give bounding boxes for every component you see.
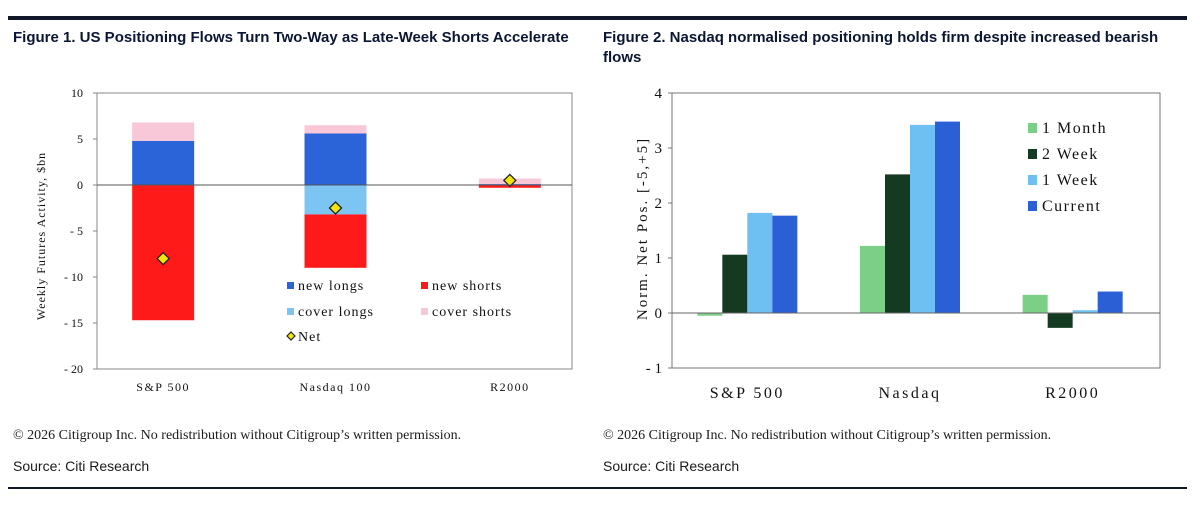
x-tick-label: R2000: [490, 380, 530, 394]
bar-cover-shorts-s-p-500: [132, 122, 195, 141]
legend-label-new-shorts: new shorts: [432, 279, 502, 294]
legend-swatch-current: [1028, 201, 1037, 211]
x-tick-label: Nasdaq 100: [300, 380, 372, 394]
legend-label-cover-shorts: cover shorts: [432, 305, 512, 320]
bar-current-nasdaq: [935, 121, 960, 313]
bar-current-r2000: [1097, 291, 1123, 313]
legend-label-1-week: 1 Week: [1042, 172, 1099, 189]
legend-swatch-2-week: [1028, 149, 1037, 159]
plot-area: [671, 92, 1161, 369]
bar-1-month-r2000: [1022, 294, 1048, 313]
bar-1-week-s-p-500: [747, 212, 773, 313]
bar-1-month-s-p-500: [697, 313, 723, 316]
bar-1-week-nasdaq: [910, 124, 935, 314]
bar-cover-shorts-nasdaq-100: [304, 125, 367, 134]
figure-2-title: Figure 2. Nasdaq normalised positioning …: [603, 29, 1159, 66]
figure-1-copyright: © 2026 Citigroup Inc. No redistribution …: [13, 428, 462, 443]
y-tick-label: - 20: [64, 362, 83, 376]
x-tick-label: Nasdaq: [879, 385, 942, 402]
legend-label-net: Net: [298, 330, 321, 345]
y-tick-label: - 10: [64, 270, 83, 284]
bottom-rule: [8, 487, 1187, 489]
y-axis-label: Weekly Futures Activity, $bn: [34, 152, 48, 320]
y-axis-label: Norm. Net Pos. [-5,+5]: [635, 137, 651, 320]
bar-1-week-r2000: [1072, 310, 1098, 313]
legend-swatch-1-month: [1028, 123, 1037, 133]
bar-2-week-s-p-500: [722, 254, 748, 313]
net-marker-r2000: [502, 173, 517, 188]
y-tick-label: 3: [655, 141, 663, 157]
x-tick-label: R2000: [1045, 385, 1100, 402]
bar-2-week-nasdaq: [885, 174, 910, 313]
legend-label-cover-longs: cover longs: [298, 305, 374, 320]
y-tick-label: 2: [655, 196, 663, 212]
y-tick-label: - 1: [646, 361, 662, 377]
figure-1-source: Source: Citi Research: [13, 458, 150, 474]
legend-label-current: Current: [1042, 198, 1101, 215]
legend-swatch-cover-shorts: [421, 308, 428, 315]
net-marker-nasdaq-100: [328, 201, 343, 215]
bar-1-month-nasdaq: [860, 245, 885, 313]
bar-new-longs-s-p-500: [132, 140, 195, 185]
figure-2-source: Source: Citi Research: [603, 458, 740, 474]
y-tick-label: 5: [77, 132, 83, 146]
bar-2-week-r2000: [1047, 313, 1073, 328]
y-tick-label: - 15: [64, 316, 83, 330]
figure-1-chart: 10 5 0 - 5 - 10 - 15 - 20 Weekly Futures Activi…: [34, 86, 573, 394]
y-tick-label: - 5: [70, 224, 83, 238]
figure-2-chart: 4 3 2 1 0 - 1 Norm. Net Pos. [-5,+5] S&P 500 Nas…: [635, 86, 1161, 402]
figure-2-copyright: © 2026 Citigroup Inc. No redistribution …: [603, 428, 1052, 443]
y-tick-label: 4: [655, 86, 663, 102]
legend-swatch-new-longs: [287, 282, 294, 289]
legend-swatch-cover-longs: [287, 308, 294, 315]
y-tick-label: 0: [77, 178, 83, 192]
net-marker-s-p-500: [156, 251, 171, 266]
y-tick-label: 10: [71, 86, 83, 100]
legend-label-1-month: 1 Month: [1042, 120, 1107, 137]
figure-1-title: Figure 1. US Positioning Flows Turn Two-…: [13, 29, 569, 46]
legend-label-new-longs: new longs: [298, 279, 364, 294]
bar-new-longs-nasdaq-100: [304, 133, 367, 185]
legend-swatch-new-shorts: [421, 282, 428, 289]
x-tick-label: S&P 500: [136, 380, 190, 394]
x-tick-label: S&P 500: [710, 385, 785, 402]
bar-current-s-p-500: [772, 215, 798, 313]
legend-swatch-1-week: [1028, 175, 1037, 185]
bar-new-shorts-nasdaq-100: [304, 214, 367, 268]
y-tick-label: 0: [655, 306, 663, 322]
top-rule: [8, 16, 1187, 20]
legend-label-2-week: 2 Week: [1042, 146, 1099, 163]
legend-swatch-net: [286, 331, 296, 341]
y-tick-label: 1: [655, 251, 663, 267]
